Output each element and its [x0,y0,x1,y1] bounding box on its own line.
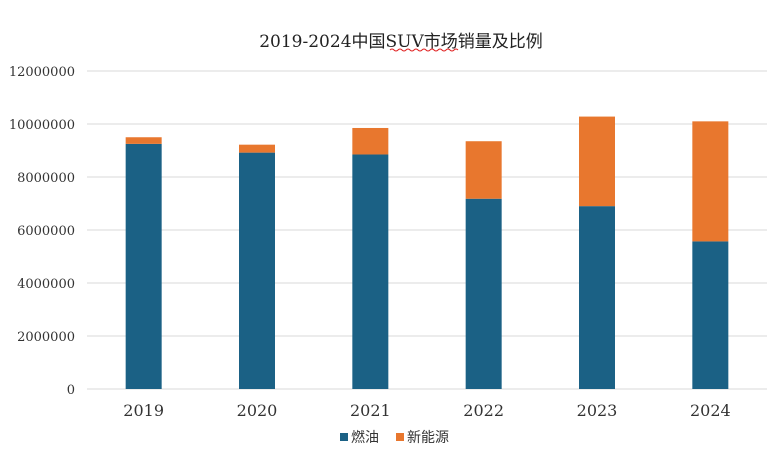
legend-label-1: 新能源 [407,430,449,446]
bar-2020-series-1 [239,144,275,153]
spellcheck-underline [389,48,459,52]
y-tick-label: 12000000 [9,65,75,80]
bar-2022-series-1 [465,141,502,199]
y-tick-label: 10000000 [9,118,75,133]
bar-2023-series-0 [579,206,615,389]
x-tick-label: 2023 [577,401,618,420]
y-tick-label: 8000000 [17,171,75,186]
legend-swatch-0 [340,433,348,441]
x-tick-label: 2022 [463,401,504,420]
x-tick-label: 2024 [690,401,731,420]
bar-2019-series-1 [125,137,162,144]
bar-2024-series-0 [692,241,729,389]
y-tick-label: 4000000 [17,277,75,292]
bar-2022-series-0 [465,198,502,389]
y-tick-label: 2000000 [17,330,75,345]
legend-label-0: 燃油 [351,429,379,446]
bar-2020-series-0 [239,152,275,389]
x-tick-label: 2019 [123,401,164,420]
bar-2019-series-0 [125,143,162,389]
x-tick-label: 2020 [237,401,278,420]
x-axis: 2019 2020 2021 2022 2023 2024 [123,401,730,420]
y-tick-label: 0 [67,383,75,398]
legend: 燃油 新能源 [340,429,449,446]
bar-2021-series-0 [352,154,389,389]
bar-2024-series-1 [692,121,729,242]
bar-2021-series-1 [352,127,389,155]
gridlines [87,70,767,390]
y-tick-label: 6000000 [17,224,75,239]
bars [125,116,729,389]
legend-swatch-1 [396,433,404,441]
bar-2023-series-1 [579,116,615,207]
x-tick-label: 2021 [350,401,391,420]
chart-title: 2019-2024中国SUV市场销量及比例 [259,32,543,52]
y-axis: 0 2000000 4000000 6000000 8000000 10000000 120… [9,65,75,398]
